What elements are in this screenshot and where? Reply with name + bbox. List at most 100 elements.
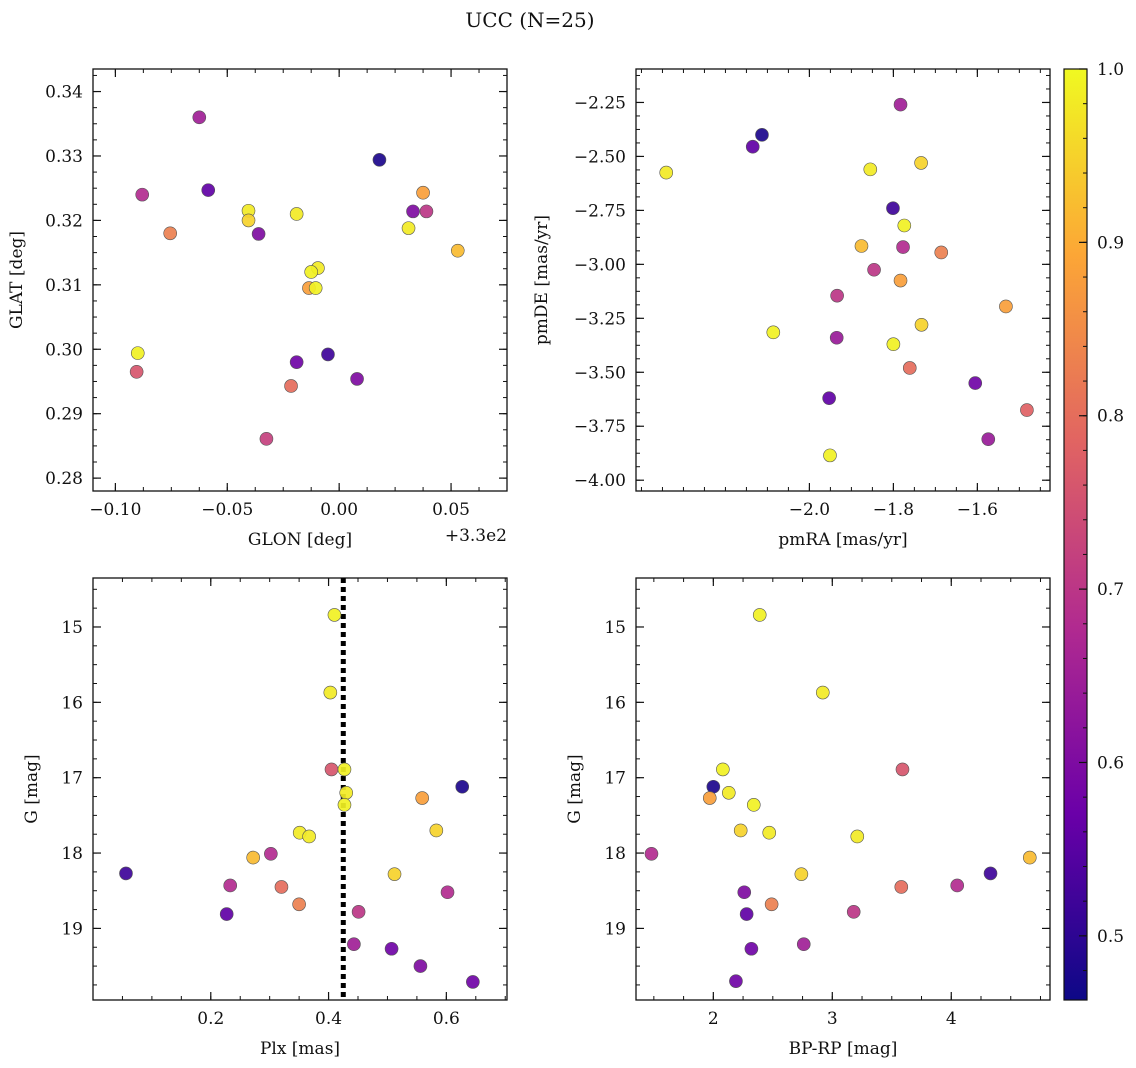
data-point — [416, 185, 430, 200]
data-point — [130, 346, 145, 360]
data-point — [241, 213, 256, 228]
data-point — [119, 866, 133, 881]
data-point — [794, 867, 809, 881]
y-tick-label: 0.28 — [45, 469, 83, 489]
y-axis-label: G [mag] — [565, 754, 585, 823]
data-point — [440, 885, 455, 900]
data-point — [914, 317, 929, 332]
x-tick-label: −1.8 — [873, 500, 914, 520]
data-point — [934, 245, 949, 260]
data-point — [755, 128, 769, 142]
data-point — [450, 243, 465, 258]
y-tick-label: 18 — [61, 844, 83, 864]
data-point — [347, 937, 361, 952]
x-axis-label: BP-RP [mag] — [789, 1039, 898, 1059]
data-point — [968, 376, 983, 390]
data-point — [721, 785, 736, 800]
x-tick-label: 0.00 — [320, 500, 358, 520]
y-tick-label: 0.31 — [45, 276, 83, 296]
x-tick-label: 0.2 — [197, 1009, 224, 1029]
data-point — [350, 372, 364, 386]
data-point — [902, 361, 917, 375]
y-tick-label: 0.33 — [45, 147, 83, 167]
data-point — [219, 907, 234, 921]
y-tick-label: 0.32 — [45, 211, 83, 231]
data-point — [466, 975, 480, 989]
axes-frame — [635, 577, 1051, 1001]
x-tick-label: 2 — [708, 1009, 719, 1029]
figure-title: UCC (N=25) — [465, 8, 595, 32]
data-point — [284, 379, 298, 393]
data-point — [384, 941, 399, 956]
data-point — [251, 227, 266, 241]
x-tick-label: 3 — [827, 1009, 838, 1029]
y-tick-label: 17 — [61, 769, 83, 789]
data-point — [223, 878, 238, 893]
x-axis-label: GLON [deg] — [248, 530, 352, 550]
data-point — [324, 762, 339, 777]
data-point — [744, 941, 759, 956]
data-point — [764, 897, 779, 912]
axes-frame — [92, 577, 508, 1001]
data-point — [894, 880, 909, 894]
y-tick-label: −3.75 — [574, 417, 626, 437]
data-point — [1022, 850, 1037, 865]
data-point — [733, 823, 748, 838]
data-point — [419, 204, 434, 219]
data-point — [659, 165, 674, 180]
x-tick-label: 0.6 — [433, 1009, 460, 1029]
data-point — [896, 240, 910, 254]
data-point — [387, 867, 402, 881]
data-point — [372, 153, 387, 167]
data-point — [850, 829, 865, 844]
colorbar-tick-label: 0.9 — [1097, 233, 1124, 253]
data-point — [823, 448, 837, 463]
data-point — [201, 183, 216, 197]
data-point — [274, 880, 289, 894]
data-point — [867, 262, 881, 277]
y-tick-label: −3.25 — [574, 309, 626, 329]
x-axis-label: Plx [mas] — [260, 1039, 340, 1059]
data-point — [702, 791, 717, 805]
y-tick-label: −2.25 — [574, 93, 626, 113]
data-point — [829, 330, 844, 345]
data-point — [746, 798, 761, 812]
data-point — [914, 156, 928, 170]
y-tick-label: 16 — [604, 693, 626, 713]
data-point — [401, 221, 416, 235]
panel-glon-glat: −0.10 −0.05 0.00 0.05 0.28 0.29 0.30 0.31 0.32 0.… — [7, 68, 508, 550]
colorbar: 0.5 0.6 0.7 0.8 0.9 1.0 — [1063, 60, 1124, 1001]
data-point — [815, 685, 830, 700]
data-point — [135, 187, 150, 202]
data-point — [706, 779, 721, 794]
panel-pmra-pmde: −2.0 −1.8 −1.6 −4.00 −3.75 −3.50 −3.25 −3.00 −2.… — [532, 68, 1051, 550]
data-point — [289, 355, 304, 369]
data-point — [752, 608, 767, 622]
data-point — [259, 432, 274, 446]
y-tick-label: 19 — [604, 919, 626, 939]
axes-frame — [92, 68, 508, 492]
panel-bprp-g: 2 3 4 15 16 17 18 19 BP-RP [mag] G [mag] — [565, 577, 1051, 1059]
data-point — [302, 829, 316, 844]
data-point — [830, 288, 844, 303]
data-point — [192, 110, 207, 125]
data-point — [1020, 403, 1034, 417]
data-point — [981, 432, 996, 446]
data-point — [351, 905, 366, 919]
data-point — [999, 299, 1013, 314]
y-tick-label: 17 — [604, 769, 626, 789]
data-point — [716, 762, 730, 777]
data-point — [739, 907, 754, 921]
x-tick-label: −0.10 — [89, 500, 141, 520]
data-point — [886, 337, 901, 352]
data-point — [321, 347, 335, 362]
data-point — [264, 847, 278, 861]
y-tick-label: 18 — [604, 844, 626, 864]
x-tick-label: −2.0 — [789, 500, 830, 520]
data-point — [337, 798, 352, 812]
data-point — [796, 937, 811, 952]
data-point — [886, 201, 900, 216]
x-tick-label: −0.05 — [201, 500, 253, 520]
colorbar-scale — [1063, 68, 1088, 1001]
